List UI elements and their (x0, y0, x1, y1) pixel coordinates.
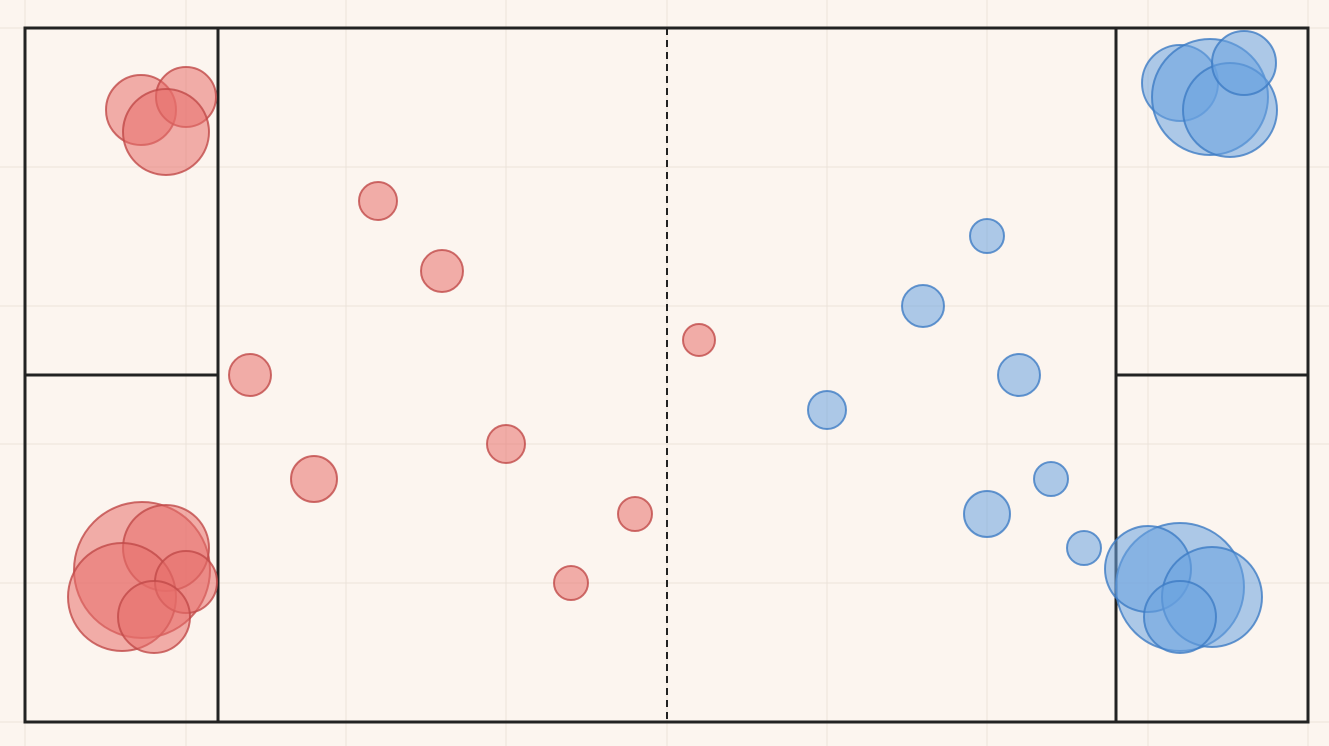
pieces-layer (67, 30, 1278, 654)
blue-piece[interactable] (969, 218, 1005, 254)
blue-piece[interactable] (1211, 30, 1277, 96)
red-piece[interactable] (553, 565, 589, 601)
blue-piece[interactable] (963, 490, 1011, 538)
field-lines (23, 26, 1310, 724)
blue-piece[interactable] (1143, 580, 1217, 654)
red-piece[interactable] (117, 580, 191, 654)
blue-piece[interactable] (1066, 530, 1102, 566)
blue-piece[interactable] (997, 353, 1041, 397)
red-piece[interactable] (420, 249, 464, 293)
red-piece[interactable] (122, 88, 210, 176)
red-piece[interactable] (228, 353, 272, 397)
red-piece[interactable] (617, 496, 653, 532)
red-piece[interactable] (358, 181, 398, 221)
blue-piece[interactable] (807, 390, 847, 430)
red-piece[interactable] (682, 323, 716, 357)
blue-piece[interactable] (901, 284, 945, 328)
red-piece[interactable] (290, 455, 338, 503)
blue-piece[interactable] (1033, 461, 1069, 497)
red-piece[interactable] (486, 424, 526, 464)
